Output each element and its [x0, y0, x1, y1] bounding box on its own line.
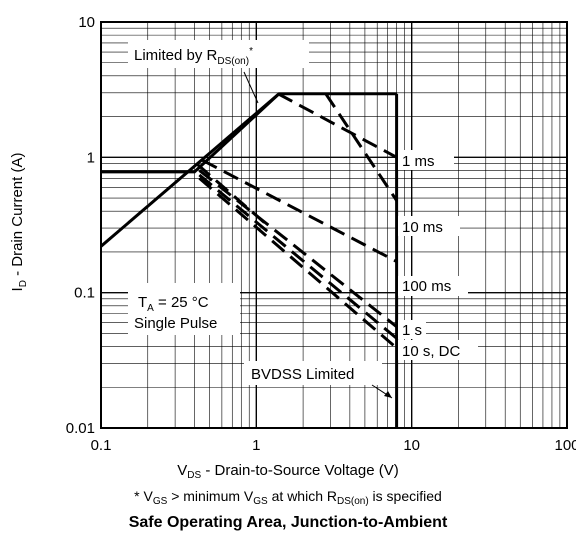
extra-dashed-line-0 — [324, 92, 398, 202]
label-100ms-box — [398, 276, 468, 296]
annotations: Limited by RDS(on)* TA = 25 °C Single Pu… — [128, 40, 478, 399]
x-tick-label: 100 — [554, 437, 576, 454]
rdson-label: Limited by RDS(on)* — [134, 46, 253, 67]
bvdss-arrowhead — [384, 391, 392, 398]
label-1s: 1 s — [402, 322, 422, 339]
series-line-6 — [198, 173, 398, 340]
label-1ms-box — [398, 150, 454, 170]
single-pulse-label: Single Pulse — [134, 315, 217, 332]
rdson-label-box — [128, 40, 309, 68]
x-axis-label: VDS - Drain-to-Source Voltage (V) — [177, 462, 399, 481]
x-tick-label: 0.1 — [91, 437, 112, 454]
rdson-pointer — [243, 71, 259, 104]
x-tick-label: 1 — [252, 437, 260, 454]
footnote: * VGS > minimum VGS at which RDS(on) is … — [134, 488, 442, 507]
bvdss-label: BVDSS Limited — [251, 366, 354, 383]
label-1s-box — [398, 320, 426, 339]
bvdss-label-box — [244, 361, 382, 385]
conditions-box — [128, 283, 240, 335]
series-lines — [100, 92, 399, 428]
series-line-5 — [198, 169, 398, 328]
y-tick-label: 0.1 — [74, 285, 95, 302]
minor-gridlines — [101, 22, 567, 428]
series-line-3 — [277, 92, 398, 159]
y-axis-label: ID - Drain Current (A) — [9, 153, 29, 292]
label-10s-box — [398, 340, 478, 360]
series-line-4 — [201, 158, 398, 263]
chart-title: Safe Operating Area, Junction-to-Ambient — [128, 514, 448, 531]
label-10s-dc: 10 s, DC — [402, 343, 461, 360]
label-1ms: 1 ms — [402, 153, 435, 170]
label-100ms: 100 ms — [402, 278, 451, 295]
series-line-1 — [101, 92, 397, 174]
y-tick-label: 1 — [87, 149, 95, 166]
label-10ms-box — [398, 216, 460, 236]
label-10ms: 10 ms — [402, 219, 443, 236]
series-line-7 — [198, 177, 398, 350]
y-tick-label: 0.01 — [66, 420, 95, 437]
x-tick-label: 10 — [403, 437, 420, 454]
ta-label: TA = 25 °C — [138, 294, 209, 314]
y-tick-label: 10 — [78, 14, 95, 31]
extra-dashed-line-1 — [196, 163, 270, 228]
plot-frame — [100, 21, 568, 429]
